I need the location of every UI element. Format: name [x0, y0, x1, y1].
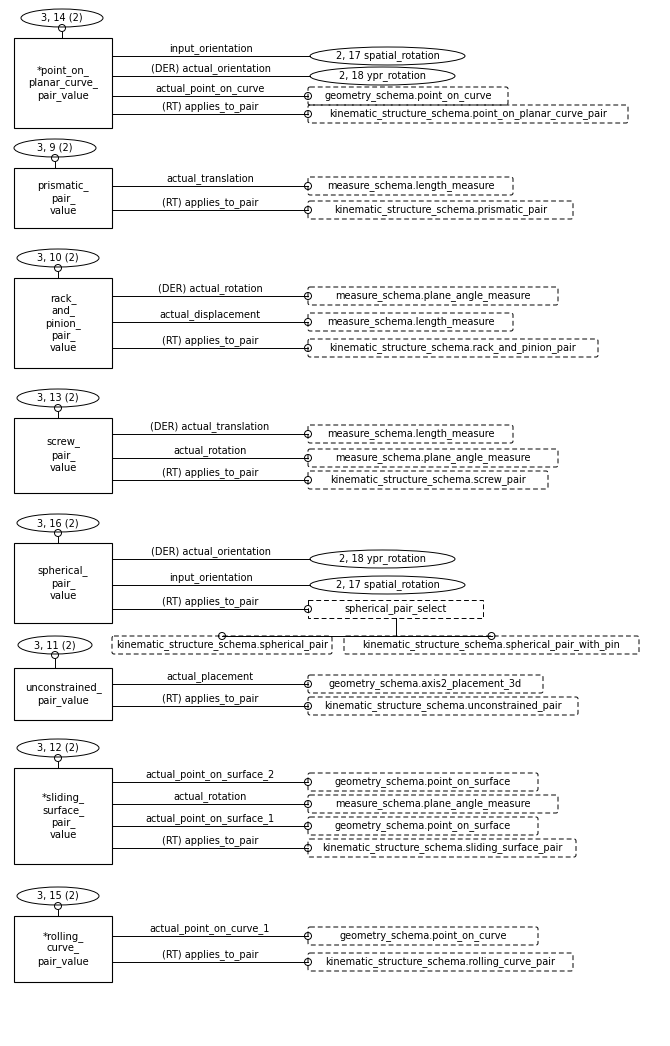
Bar: [308, 600, 483, 618]
Text: (RT) applies_to_pair: (RT) applies_to_pair: [162, 949, 258, 960]
Text: actual_displacement: actual_displacement: [159, 310, 261, 320]
Text: *sliding_
surface_
pair_
value: *sliding_ surface_ pair_ value: [42, 792, 84, 840]
Text: kinematic_structure_schema.unconstrained_pair: kinematic_structure_schema.unconstrained…: [324, 701, 562, 711]
Text: kinematic_structure_schema.prismatic_pair: kinematic_structure_schema.prismatic_pai…: [334, 205, 547, 215]
Text: measure_schema.length_measure: measure_schema.length_measure: [327, 429, 494, 439]
Text: unconstrained_
pair_value: unconstrained_ pair_value: [25, 682, 101, 706]
Text: spherical_
pair_
value: spherical_ pair_ value: [38, 566, 88, 600]
Text: actual_rotation: actual_rotation: [174, 446, 247, 456]
Text: 3, 16 (2): 3, 16 (2): [38, 518, 79, 528]
Text: measure_schema.length_measure: measure_schema.length_measure: [327, 317, 494, 327]
Bar: [14, 278, 112, 368]
Text: actual_point_on_curve: actual_point_on_curve: [155, 83, 265, 94]
Text: geometry_schema.point_on_surface: geometry_schema.point_on_surface: [335, 820, 511, 832]
Text: measure_schema.length_measure: measure_schema.length_measure: [327, 181, 494, 191]
Text: 3, 14 (2): 3, 14 (2): [41, 13, 83, 23]
Text: 2, 17 spatial_rotation: 2, 17 spatial_rotation: [336, 50, 440, 62]
Text: 2, 17 spatial_rotation: 2, 17 spatial_rotation: [336, 579, 440, 590]
Text: kinematic_structure_schema.rolling_curve_pair: kinematic_structure_schema.rolling_curve…: [326, 956, 555, 968]
Text: spherical_pair_select: spherical_pair_select: [344, 604, 447, 614]
Text: kinematic_structure_schema.spherical_pair: kinematic_structure_schema.spherical_pai…: [116, 639, 328, 651]
Text: (RT) applies_to_pair: (RT) applies_to_pair: [162, 101, 258, 112]
Text: geometry_schema.point_on_surface: geometry_schema.point_on_surface: [335, 776, 511, 788]
Bar: [14, 168, 112, 228]
Text: geometry_schema.point_on_curve: geometry_schema.point_on_curve: [324, 91, 492, 101]
Bar: [14, 768, 112, 864]
Bar: [14, 668, 112, 720]
Text: *rolling_
curve_
pair_value: *rolling_ curve_ pair_value: [37, 931, 89, 967]
Text: 3, 11 (2): 3, 11 (2): [34, 640, 76, 650]
Text: kinematic_structure_schema.screw_pair: kinematic_structure_schema.screw_pair: [330, 475, 526, 485]
Text: actual_rotation: actual_rotation: [174, 791, 247, 802]
Text: (RT) applies_to_pair: (RT) applies_to_pair: [162, 197, 258, 208]
Text: 2, 18 ypr_rotation: 2, 18 ypr_rotation: [339, 553, 426, 565]
Text: input_orientation: input_orientation: [169, 43, 253, 54]
Bar: [14, 916, 112, 982]
Text: actual_placement: actual_placement: [166, 672, 253, 682]
Text: measure_schema.plane_angle_measure: measure_schema.plane_angle_measure: [335, 798, 531, 810]
Text: 3, 9 (2): 3, 9 (2): [38, 143, 73, 153]
Text: rack_
and_
pinion_
pair_
value: rack_ and_ pinion_ pair_ value: [45, 293, 81, 353]
Bar: [14, 418, 112, 493]
Text: 3, 13 (2): 3, 13 (2): [38, 393, 79, 403]
Text: kinematic_structure_schema.sliding_surface_pair: kinematic_structure_schema.sliding_surfa…: [322, 842, 562, 854]
Text: screw_
pair_
value: screw_ pair_ value: [46, 438, 80, 473]
Text: 2, 18 ypr_rotation: 2, 18 ypr_rotation: [339, 70, 426, 82]
Text: actual_point_on_surface_1: actual_point_on_surface_1: [145, 813, 275, 824]
Text: measure_schema.plane_angle_measure: measure_schema.plane_angle_measure: [335, 453, 531, 463]
Text: kinematic_structure_schema.rack_and_pinion_pair: kinematic_structure_schema.rack_and_pini…: [330, 342, 576, 354]
Text: 3, 15 (2): 3, 15 (2): [37, 891, 79, 901]
Text: geometry_schema.axis2_placement_3d: geometry_schema.axis2_placement_3d: [329, 679, 522, 689]
Text: 3, 12 (2): 3, 12 (2): [37, 743, 79, 753]
Text: kinematic_structure_schema.spherical_pair_with_pin: kinematic_structure_schema.spherical_pai…: [362, 639, 620, 651]
Text: (DER) actual_orientation: (DER) actual_orientation: [151, 546, 271, 558]
Text: measure_schema.plane_angle_measure: measure_schema.plane_angle_measure: [335, 291, 531, 301]
Text: *point_on_
planar_curve_
pair_value: *point_on_ planar_curve_ pair_value: [28, 65, 98, 101]
Text: (RT) applies_to_pair: (RT) applies_to_pair: [162, 596, 258, 607]
Text: (DER) actual_rotation: (DER) actual_rotation: [157, 283, 263, 294]
Text: (DER) actual_orientation: (DER) actual_orientation: [151, 63, 271, 74]
Text: (RT) applies_to_pair: (RT) applies_to_pair: [162, 468, 258, 478]
Text: (RT) applies_to_pair: (RT) applies_to_pair: [162, 835, 258, 846]
Text: geometry_schema.point_on_curve: geometry_schema.point_on_curve: [339, 931, 507, 941]
Text: (DER) actual_translation: (DER) actual_translation: [150, 422, 269, 432]
Text: 3, 10 (2): 3, 10 (2): [38, 253, 79, 263]
Text: prismatic_
pair_
value: prismatic_ pair_ value: [38, 181, 88, 215]
Text: actual_translation: actual_translation: [166, 173, 254, 184]
Bar: [14, 38, 112, 128]
Text: kinematic_structure_schema.point_on_planar_curve_pair: kinematic_structure_schema.point_on_plan…: [329, 109, 607, 119]
Text: input_orientation: input_orientation: [169, 572, 253, 583]
Text: (RT) applies_to_pair: (RT) applies_to_pair: [162, 693, 258, 704]
Bar: [14, 543, 112, 623]
Text: (RT) applies_to_pair: (RT) applies_to_pair: [162, 335, 258, 346]
Text: actual_point_on_curve_1: actual_point_on_curve_1: [150, 923, 270, 934]
Text: actual_point_on_surface_2: actual_point_on_surface_2: [145, 769, 275, 780]
